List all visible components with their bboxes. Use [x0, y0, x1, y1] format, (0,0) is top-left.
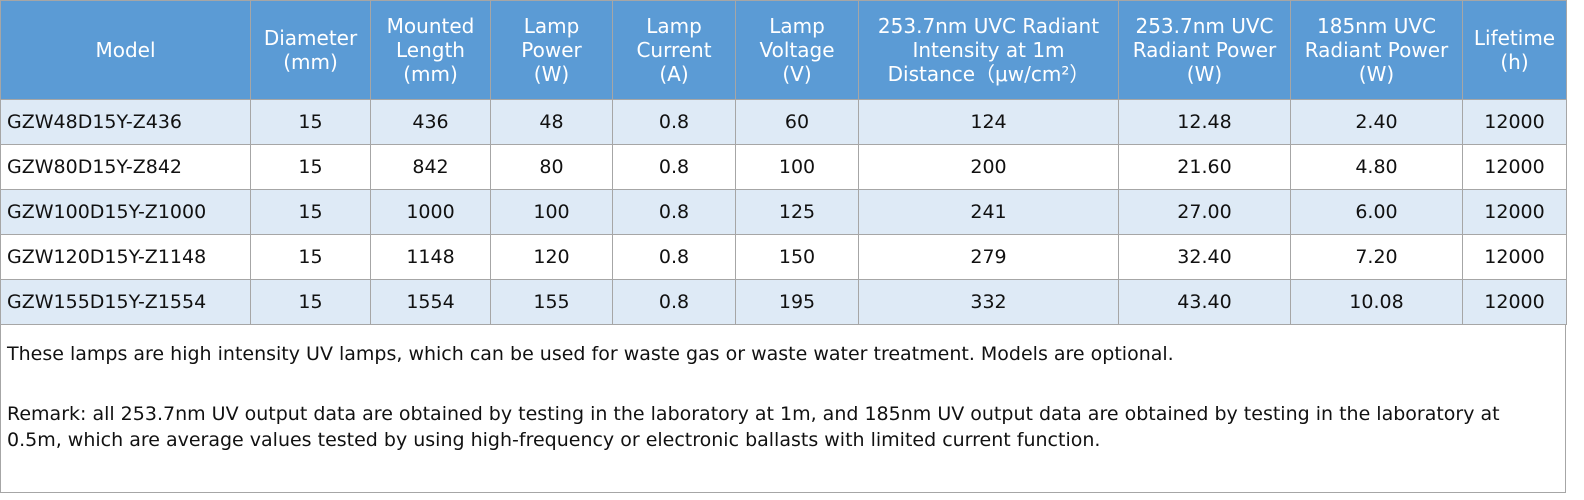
data-cell: 15 [250, 279, 371, 325]
model-cell: GZW80D15Y-Z842 [0, 144, 251, 190]
data-cell: 1000 [370, 189, 491, 235]
header-line: Radiant Power [1304, 38, 1449, 62]
header-line: Lamp [769, 14, 825, 38]
header-cell: Lamp Current (A) [612, 0, 736, 100]
header-cell: Model [0, 0, 251, 100]
model-cell: GZW100D15Y-Z1000 [0, 189, 251, 235]
header-line: 253.7nm UVC Radiant [877, 14, 1100, 38]
header-line: Model [95, 38, 156, 62]
data-cell: 2.40 [1290, 99, 1463, 145]
header-line: (A) [659, 62, 689, 86]
data-cell: 80 [490, 144, 613, 190]
data-cell: 12000 [1462, 144, 1567, 190]
header-cell: 185nm UVC Radiant Power (W) [1290, 0, 1463, 100]
data-cell: 332 [858, 279, 1119, 325]
data-cell: 100 [490, 189, 613, 235]
data-cell: 100 [735, 144, 859, 190]
data-cell: 200 [858, 144, 1119, 190]
data-cell: 0.8 [612, 234, 736, 280]
data-cell: 15 [250, 144, 371, 190]
header-line: Lifetime [1473, 26, 1556, 50]
header-cell: Diameter (mm) [250, 0, 371, 100]
header-cell: Lamp Power (W) [490, 0, 613, 100]
data-cell: 0.8 [612, 279, 736, 325]
data-cell: 32.40 [1118, 234, 1291, 280]
header-line: (W) [533, 62, 570, 86]
header-line: (W) [1358, 62, 1395, 86]
header-line: (mm) [403, 62, 458, 86]
table-row: GZW120D15Y-Z1148 15 1148 120 0.8 150 279 32.40 7… [0, 234, 1567, 280]
note-text: Remark: all 253.7nm UV output data are o… [7, 403, 1500, 451]
data-cell: 60 [735, 99, 859, 145]
data-cell: 1554 [370, 279, 491, 325]
table-row: GZW48D15Y-Z436 15 436 48 0.8 60 124 12.48 2.40 12… [0, 99, 1567, 145]
data-cell: 12.48 [1118, 99, 1291, 145]
data-cell: 4.80 [1290, 144, 1463, 190]
header-line: Radiant Power [1132, 38, 1277, 62]
header-line: Intensity at 1m [912, 38, 1065, 62]
data-cell: 0.8 [612, 99, 736, 145]
header-line: Lamp [646, 14, 702, 38]
header-line: (W) [1186, 62, 1223, 86]
header-cell: Lamp Voltage (V) [735, 0, 859, 100]
spec-sheet: Model Diameter (mm) Mounted Length (mm) Lamp Po… [0, 0, 1567, 493]
header-line: Distance（μw/cm²） [887, 62, 1090, 86]
data-cell: 124 [858, 99, 1119, 145]
header-line: Voltage [759, 38, 835, 62]
table-row: GZW100D15Y-Z1000 15 1000 100 0.8 125 241 27.00 6… [0, 189, 1567, 235]
data-cell: 120 [490, 234, 613, 280]
header-cell: Mounted Length (mm) [370, 0, 491, 100]
header-line: (mm) [283, 50, 338, 74]
table-body: GZW48D15Y-Z436 15 436 48 0.8 60 124 12.48 2.40 12… [0, 99, 1567, 325]
data-cell: 0.8 [612, 144, 736, 190]
model-cell: GZW120D15Y-Z1148 [0, 234, 251, 280]
header-line: Diameter [263, 26, 358, 50]
data-cell: 241 [858, 189, 1119, 235]
data-cell: 195 [735, 279, 859, 325]
header-line: Current [636, 38, 712, 62]
data-cell: 15 [250, 189, 371, 235]
header-row: Model Diameter (mm) Mounted Length (mm) Lamp Po… [0, 0, 1567, 100]
data-cell: 15 [250, 99, 371, 145]
data-cell: 842 [370, 144, 491, 190]
data-cell: 12000 [1462, 234, 1567, 280]
data-cell: 279 [858, 234, 1119, 280]
data-cell: 6.00 [1290, 189, 1463, 235]
model-cell: GZW155D15Y-Z1554 [0, 279, 251, 325]
data-cell: 48 [490, 99, 613, 145]
note-text: These lamps are high intensity UV lamps,… [7, 343, 1174, 365]
header-line: Length [396, 38, 465, 62]
model-cell: GZW48D15Y-Z436 [0, 99, 251, 145]
header-cell: 253.7nm UVC Radiant Intensity at 1m Distan… [858, 0, 1119, 100]
data-cell: 12000 [1462, 99, 1567, 145]
data-cell: 43.40 [1118, 279, 1291, 325]
data-cell: 150 [735, 234, 859, 280]
header-cell: Lifetime (h) [1462, 0, 1567, 100]
header-cell: 253.7nm UVC Radiant Power (W) [1118, 0, 1291, 100]
data-cell: 10.08 [1290, 279, 1463, 325]
data-cell: 0.8 [612, 189, 736, 235]
header-line: 253.7nm UVC [1135, 14, 1274, 38]
data-cell: 1148 [370, 234, 491, 280]
spec-table: Model Diameter (mm) Mounted Length (mm) Lamp Po… [0, 0, 1567, 325]
data-cell: 125 [735, 189, 859, 235]
data-cell: 7.20 [1290, 234, 1463, 280]
table-row: GZW155D15Y-Z1554 15 1554 155 0.8 195 332 43.40 1… [0, 279, 1567, 325]
data-cell: 27.00 [1118, 189, 1291, 235]
header-line: Mounted [386, 14, 475, 38]
data-cell: 12000 [1462, 189, 1567, 235]
data-cell: 15 [250, 234, 371, 280]
header-line: (h) [1500, 50, 1529, 74]
notes: These lamps are high intensity UV lamps,… [0, 325, 1566, 493]
header-line: Lamp [523, 14, 580, 38]
data-cell: 12000 [1462, 279, 1567, 325]
header-line: 185nm UVC [1317, 14, 1436, 38]
table-row: GZW80D15Y-Z842 15 842 80 0.8 100 200 21.60 4.80 1… [0, 144, 1567, 190]
header-line: (V) [782, 62, 812, 86]
data-cell: 155 [490, 279, 613, 325]
data-cell: 436 [370, 99, 491, 145]
data-cell: 21.60 [1118, 144, 1291, 190]
header-line: Power [521, 38, 582, 62]
